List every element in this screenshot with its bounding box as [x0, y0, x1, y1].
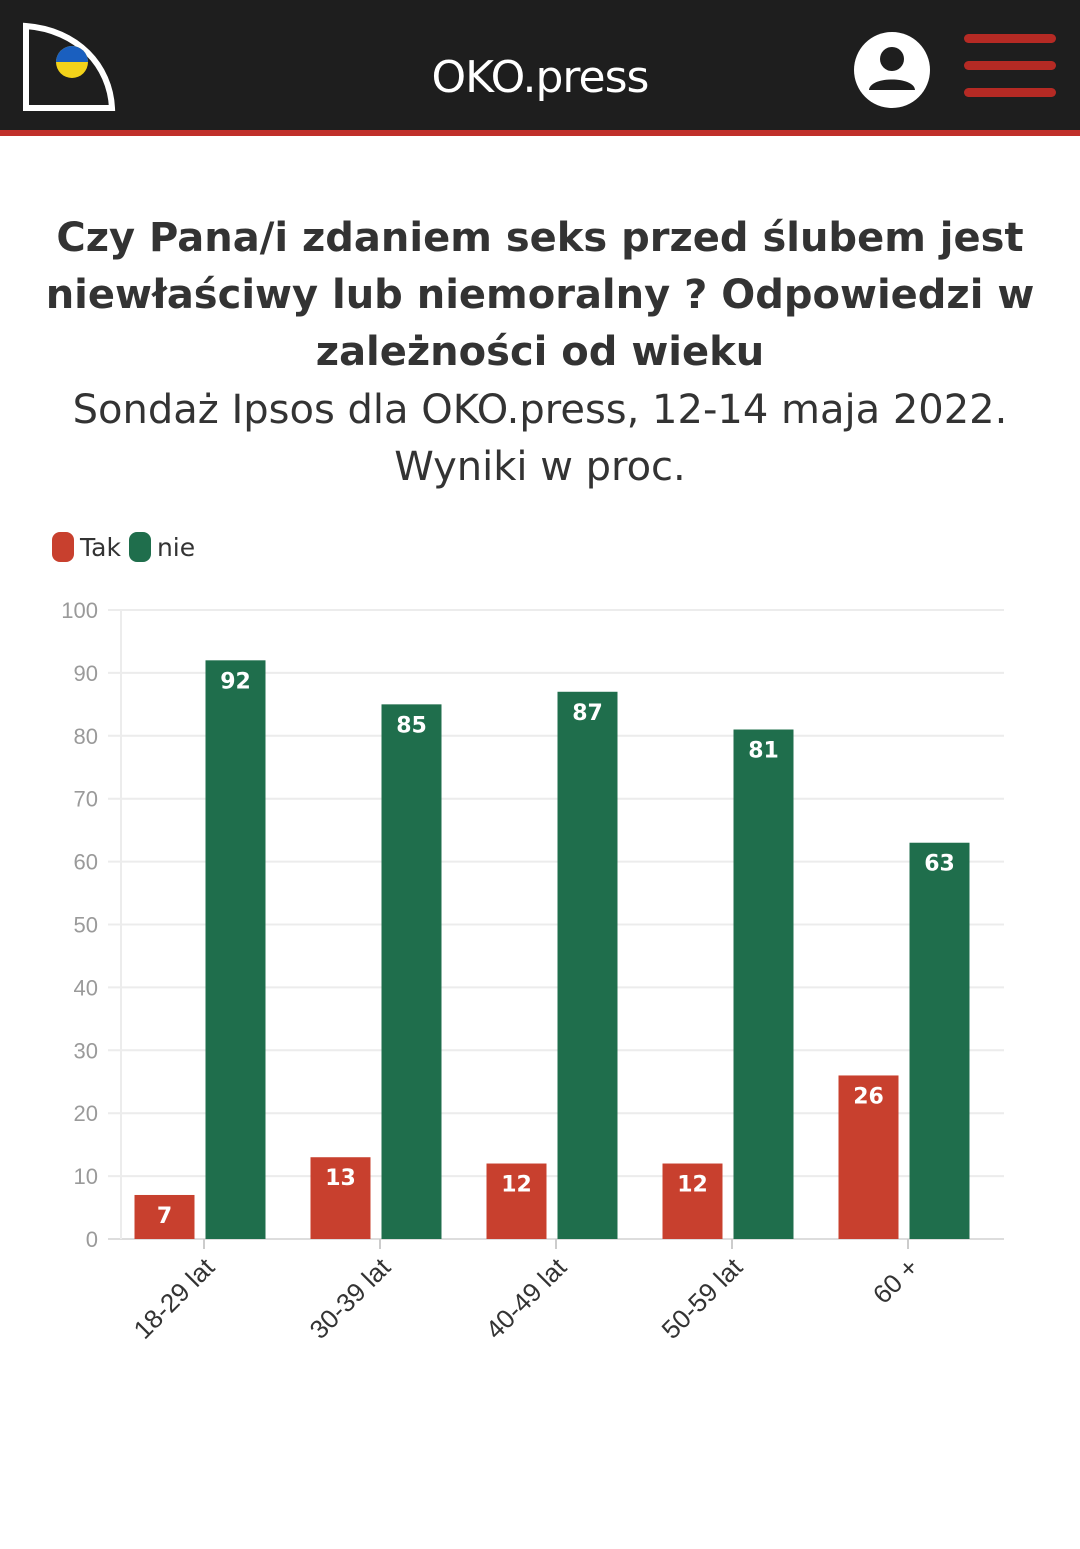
- bar-chart: 0 10 20 30 40 50 60 70 80 90 100 18-29 lat 7 92 30-39 …: [61, 598, 1004, 1345]
- user-account-icon[interactable]: [852, 30, 932, 110]
- bar-tak: [486, 1163, 547, 1239]
- legend-swatch-tak: [52, 532, 74, 562]
- x-category-label: 50-59 lat: [655, 1251, 748, 1344]
- bar-tak: [838, 1075, 899, 1239]
- x-category-label: 18-29 lat: [127, 1251, 220, 1344]
- x-category-label: 40-49 lat: [479, 1251, 572, 1344]
- data-label: 92: [220, 669, 251, 694]
- site-title[interactable]: OKO.press: [431, 52, 650, 103]
- bar-tak: [310, 1157, 371, 1239]
- y-tick-label: 80: [74, 724, 98, 749]
- legend-item-tak[interactable]: Tak: [52, 532, 121, 562]
- data-label: 13: [325, 1166, 356, 1191]
- legend-item-nie[interactable]: nie: [128, 532, 196, 562]
- bar-nie: [909, 842, 970, 1239]
- data-label: 81: [748, 739, 779, 764]
- hamburger-menu-icon[interactable]: [964, 32, 1058, 100]
- legend-swatch-nie: [128, 532, 151, 562]
- bar-nie: [381, 704, 442, 1239]
- y-tick-label: 50: [74, 913, 98, 938]
- legend-label-nie: nie: [156, 532, 196, 562]
- oko-press-logo-icon[interactable]: [22, 22, 118, 114]
- y-tick-label: 0: [86, 1227, 98, 1252]
- y-tick-label: 20: [74, 1101, 98, 1126]
- y-tick-label: 70: [74, 787, 98, 812]
- bar-nie: [557, 691, 618, 1239]
- bar-tak: [134, 1194, 195, 1239]
- x-category-label: 30-39 lat: [303, 1251, 396, 1344]
- y-tick-label: 90: [74, 661, 98, 686]
- data-label: 85: [396, 713, 427, 738]
- bar-nie: [205, 660, 266, 1239]
- data-label: 26: [853, 1084, 884, 1109]
- y-tick-label: 100: [61, 598, 98, 623]
- y-tick-label: 30: [74, 1038, 98, 1063]
- chart-subtitle: Sondaż Ipsos dla OKO.press, 12-14 maja 2…: [72, 387, 1008, 490]
- chart-title: Czy Pana/i zdaniem seks przed ślubem jes…: [45, 215, 1035, 375]
- data-label: 12: [677, 1173, 708, 1198]
- chart-legend: Tak nie: [52, 530, 203, 564]
- data-label: 87: [572, 701, 603, 726]
- y-tick-label: 40: [74, 975, 98, 1000]
- data-label: 63: [924, 852, 955, 877]
- legend-label-tak: Tak: [80, 532, 121, 562]
- y-tick-label: 60: [74, 850, 98, 875]
- bar-tak: [662, 1163, 723, 1239]
- data-label: 7: [157, 1204, 172, 1229]
- bar-nie: [733, 729, 794, 1239]
- y-tick-label: 10: [74, 1164, 98, 1189]
- data-label: 12: [501, 1173, 532, 1198]
- x-category-label: 60 +: [867, 1252, 925, 1310]
- top-navigation-bar: OKO.press: [0, 0, 1080, 136]
